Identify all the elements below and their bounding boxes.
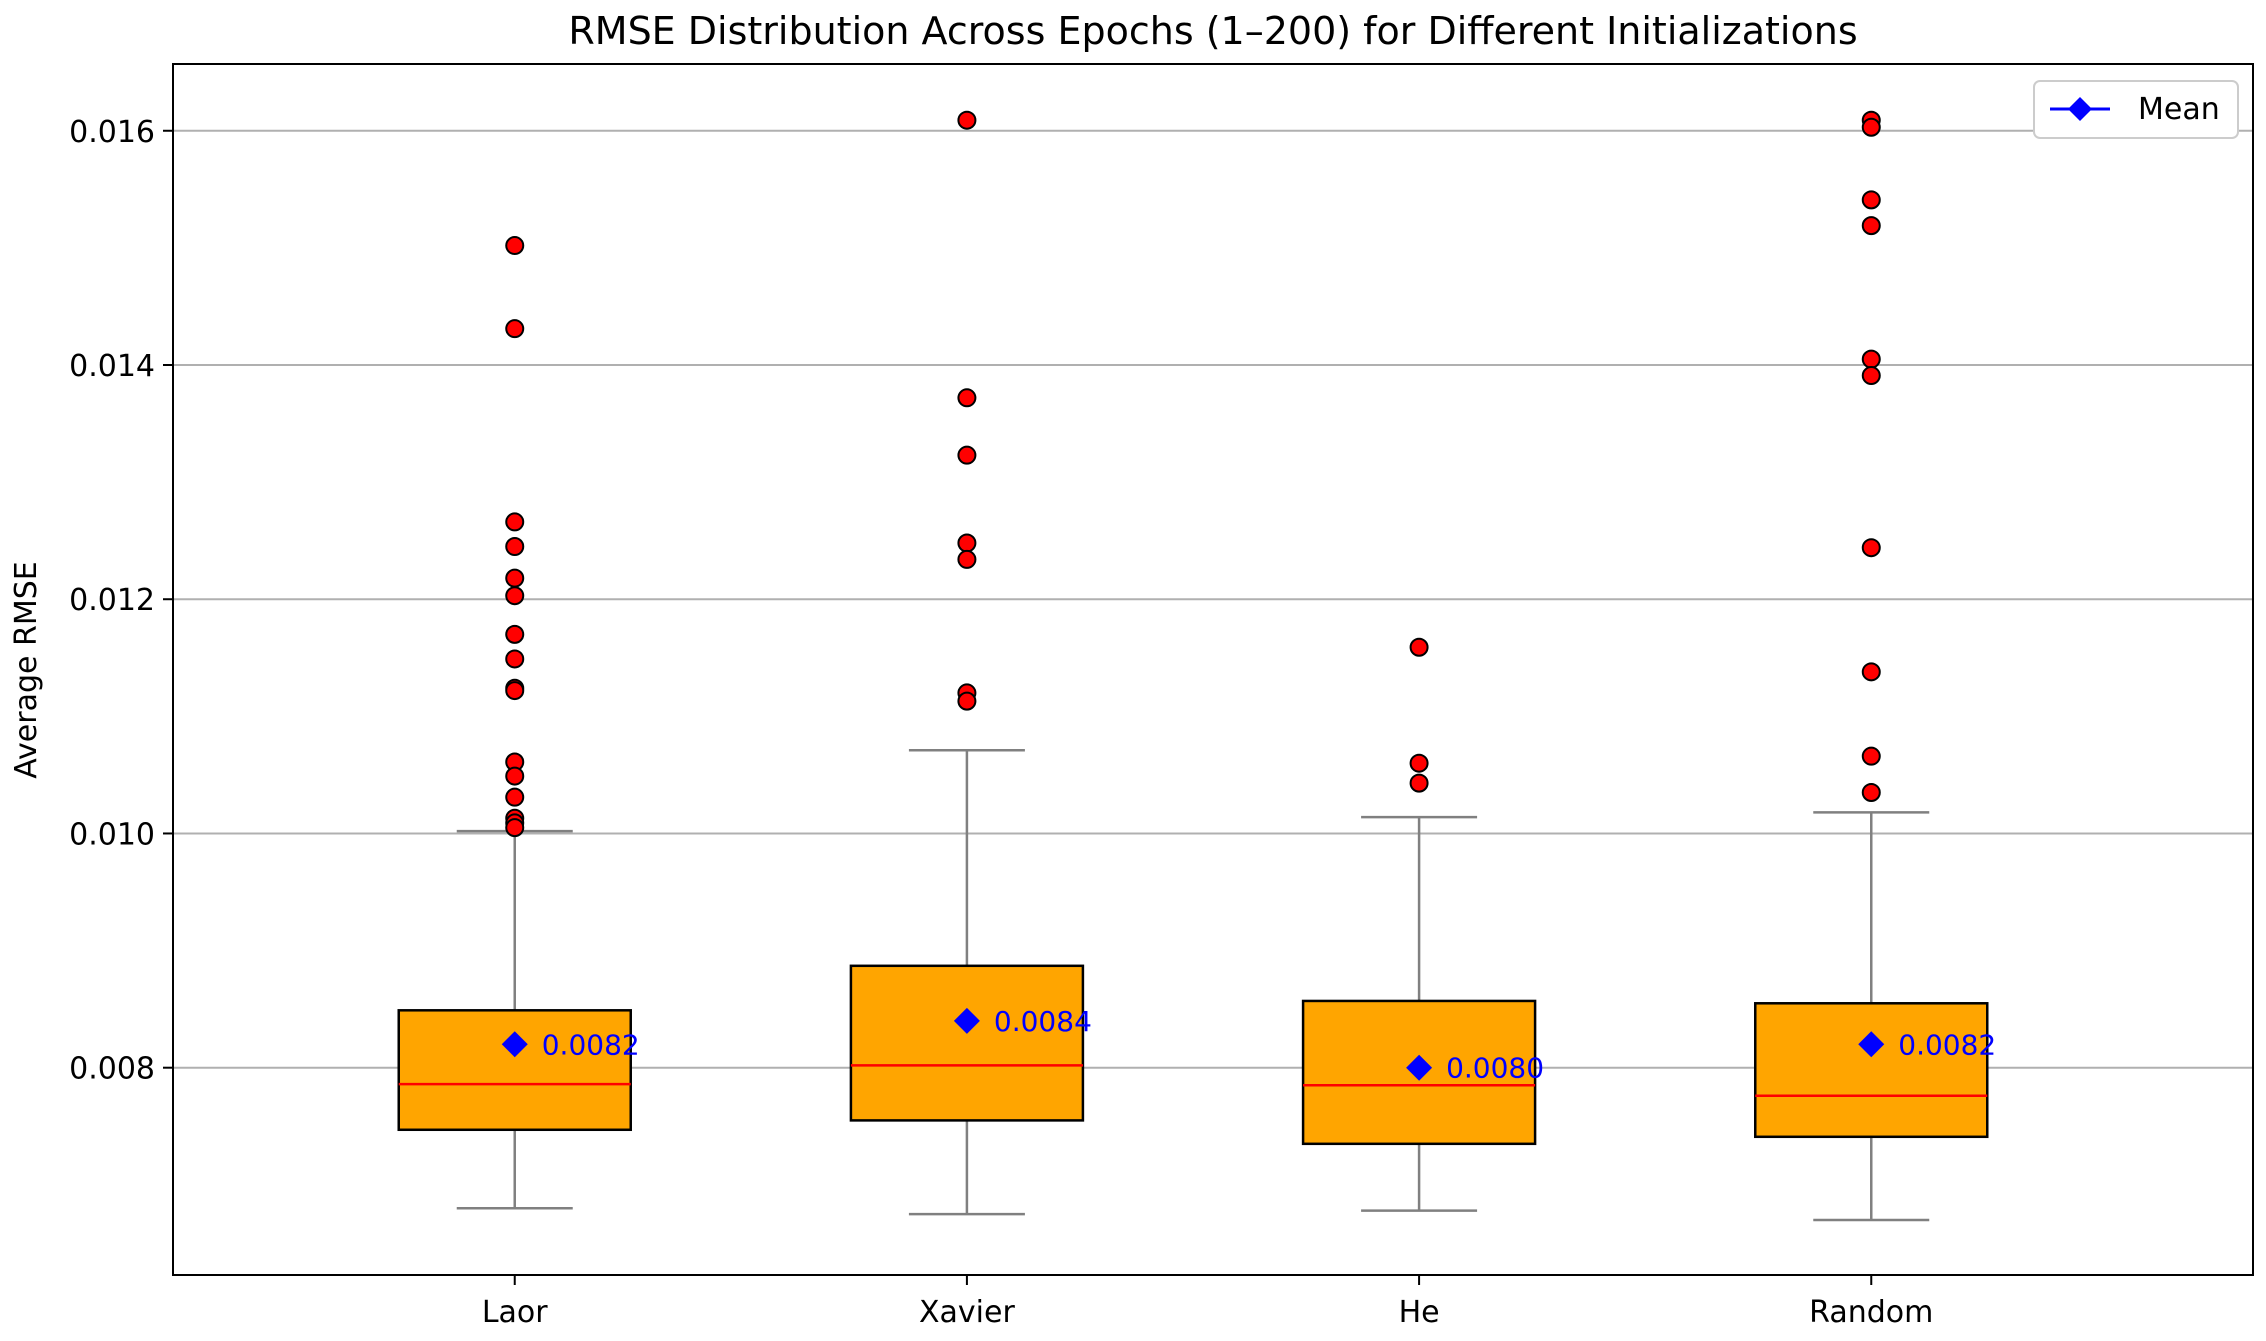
- mean-label: 0.0084: [994, 1005, 1092, 1038]
- outlier-point: [505, 586, 525, 606]
- mean-label: 0.0082: [1898, 1028, 1996, 1061]
- box-group-xavier: 0.0084: [849, 110, 1092, 1216]
- outlier-point: [505, 624, 525, 644]
- x-tick-label: Xavier: [919, 1295, 1015, 1330]
- outlier-point: [505, 681, 525, 701]
- outlier-point: [957, 691, 977, 711]
- legend: Mean: [2033, 80, 2239, 139]
- outlier-point: [1861, 216, 1881, 236]
- outlier-point: [505, 319, 525, 339]
- outlier-point: [505, 236, 525, 256]
- outlier-point: [1861, 538, 1881, 558]
- gridlines: [173, 129, 2253, 1069]
- outlier-point: [957, 445, 977, 465]
- outlier-point: [1861, 366, 1881, 386]
- outlier-point: [957, 388, 977, 408]
- outlier-point: [1409, 637, 1429, 657]
- outlier-point: [505, 649, 525, 669]
- outlier-point: [505, 766, 525, 786]
- mean-marker: [501, 1031, 528, 1058]
- legend-mean-marker: [2068, 97, 2092, 121]
- y-tick-label: 0.008: [69, 1052, 155, 1087]
- outlier-point: [505, 537, 525, 557]
- outlier-point: [1861, 190, 1881, 210]
- outlier-point: [1861, 746, 1881, 766]
- chart-title: RMSE Distribution Across Epochs (1–200) …: [568, 9, 1857, 53]
- legend-box: [2033, 80, 2239, 139]
- iqr-box: [1754, 1002, 1989, 1139]
- outlier-point: [957, 549, 977, 569]
- box-group-laor: 0.0082: [397, 236, 640, 1210]
- outlier-point: [505, 787, 525, 807]
- outlier-point: [1861, 662, 1881, 682]
- legend-mean-label: Mean: [2138, 92, 2220, 127]
- outlier-point: [1861, 349, 1881, 369]
- y-tick-label: 0.016: [69, 115, 155, 150]
- y-tick-label: 0.014: [69, 349, 155, 384]
- outlier-point: [505, 512, 525, 532]
- iqr-box: [849, 964, 1085, 1122]
- outlier-point: [505, 568, 525, 588]
- mean-label: 0.0082: [542, 1028, 640, 1061]
- outlier-point: [1409, 753, 1429, 773]
- x-tick-label: Random: [1809, 1295, 1933, 1330]
- box-group-he: 0.0080: [1301, 637, 1544, 1212]
- mean-marker: [1406, 1054, 1433, 1081]
- x-tick-label: He: [1399, 1295, 1440, 1330]
- axis-ticks: 0.008 0.010 0.012 0.014 0.016 Laor Xavier He Ran…: [69, 115, 1933, 1330]
- boxes: 0.0082 0.0084 0.0080 0.0082: [397, 110, 1996, 1222]
- mean-marker: [1858, 1031, 1885, 1058]
- y-axis-label: Average RMSE: [9, 561, 44, 778]
- mean-label: 0.0080: [1446, 1052, 1544, 1085]
- outlier-point: [1409, 773, 1429, 793]
- x-tick-label: Laor: [482, 1295, 548, 1330]
- iqr-box: [397, 1009, 632, 1132]
- mean-marker: [953, 1007, 980, 1034]
- outlier-point: [505, 818, 525, 838]
- outlier-point: [957, 110, 977, 130]
- outlier-point: [1861, 782, 1881, 802]
- y-tick-label: 0.010: [69, 817, 155, 852]
- outlier-point: [1861, 117, 1881, 137]
- outlier-point: [957, 533, 977, 553]
- y-tick-label: 0.012: [69, 583, 155, 618]
- plot-frame: [172, 63, 2254, 1276]
- box-group-random: 0.0082: [1754, 110, 1996, 1222]
